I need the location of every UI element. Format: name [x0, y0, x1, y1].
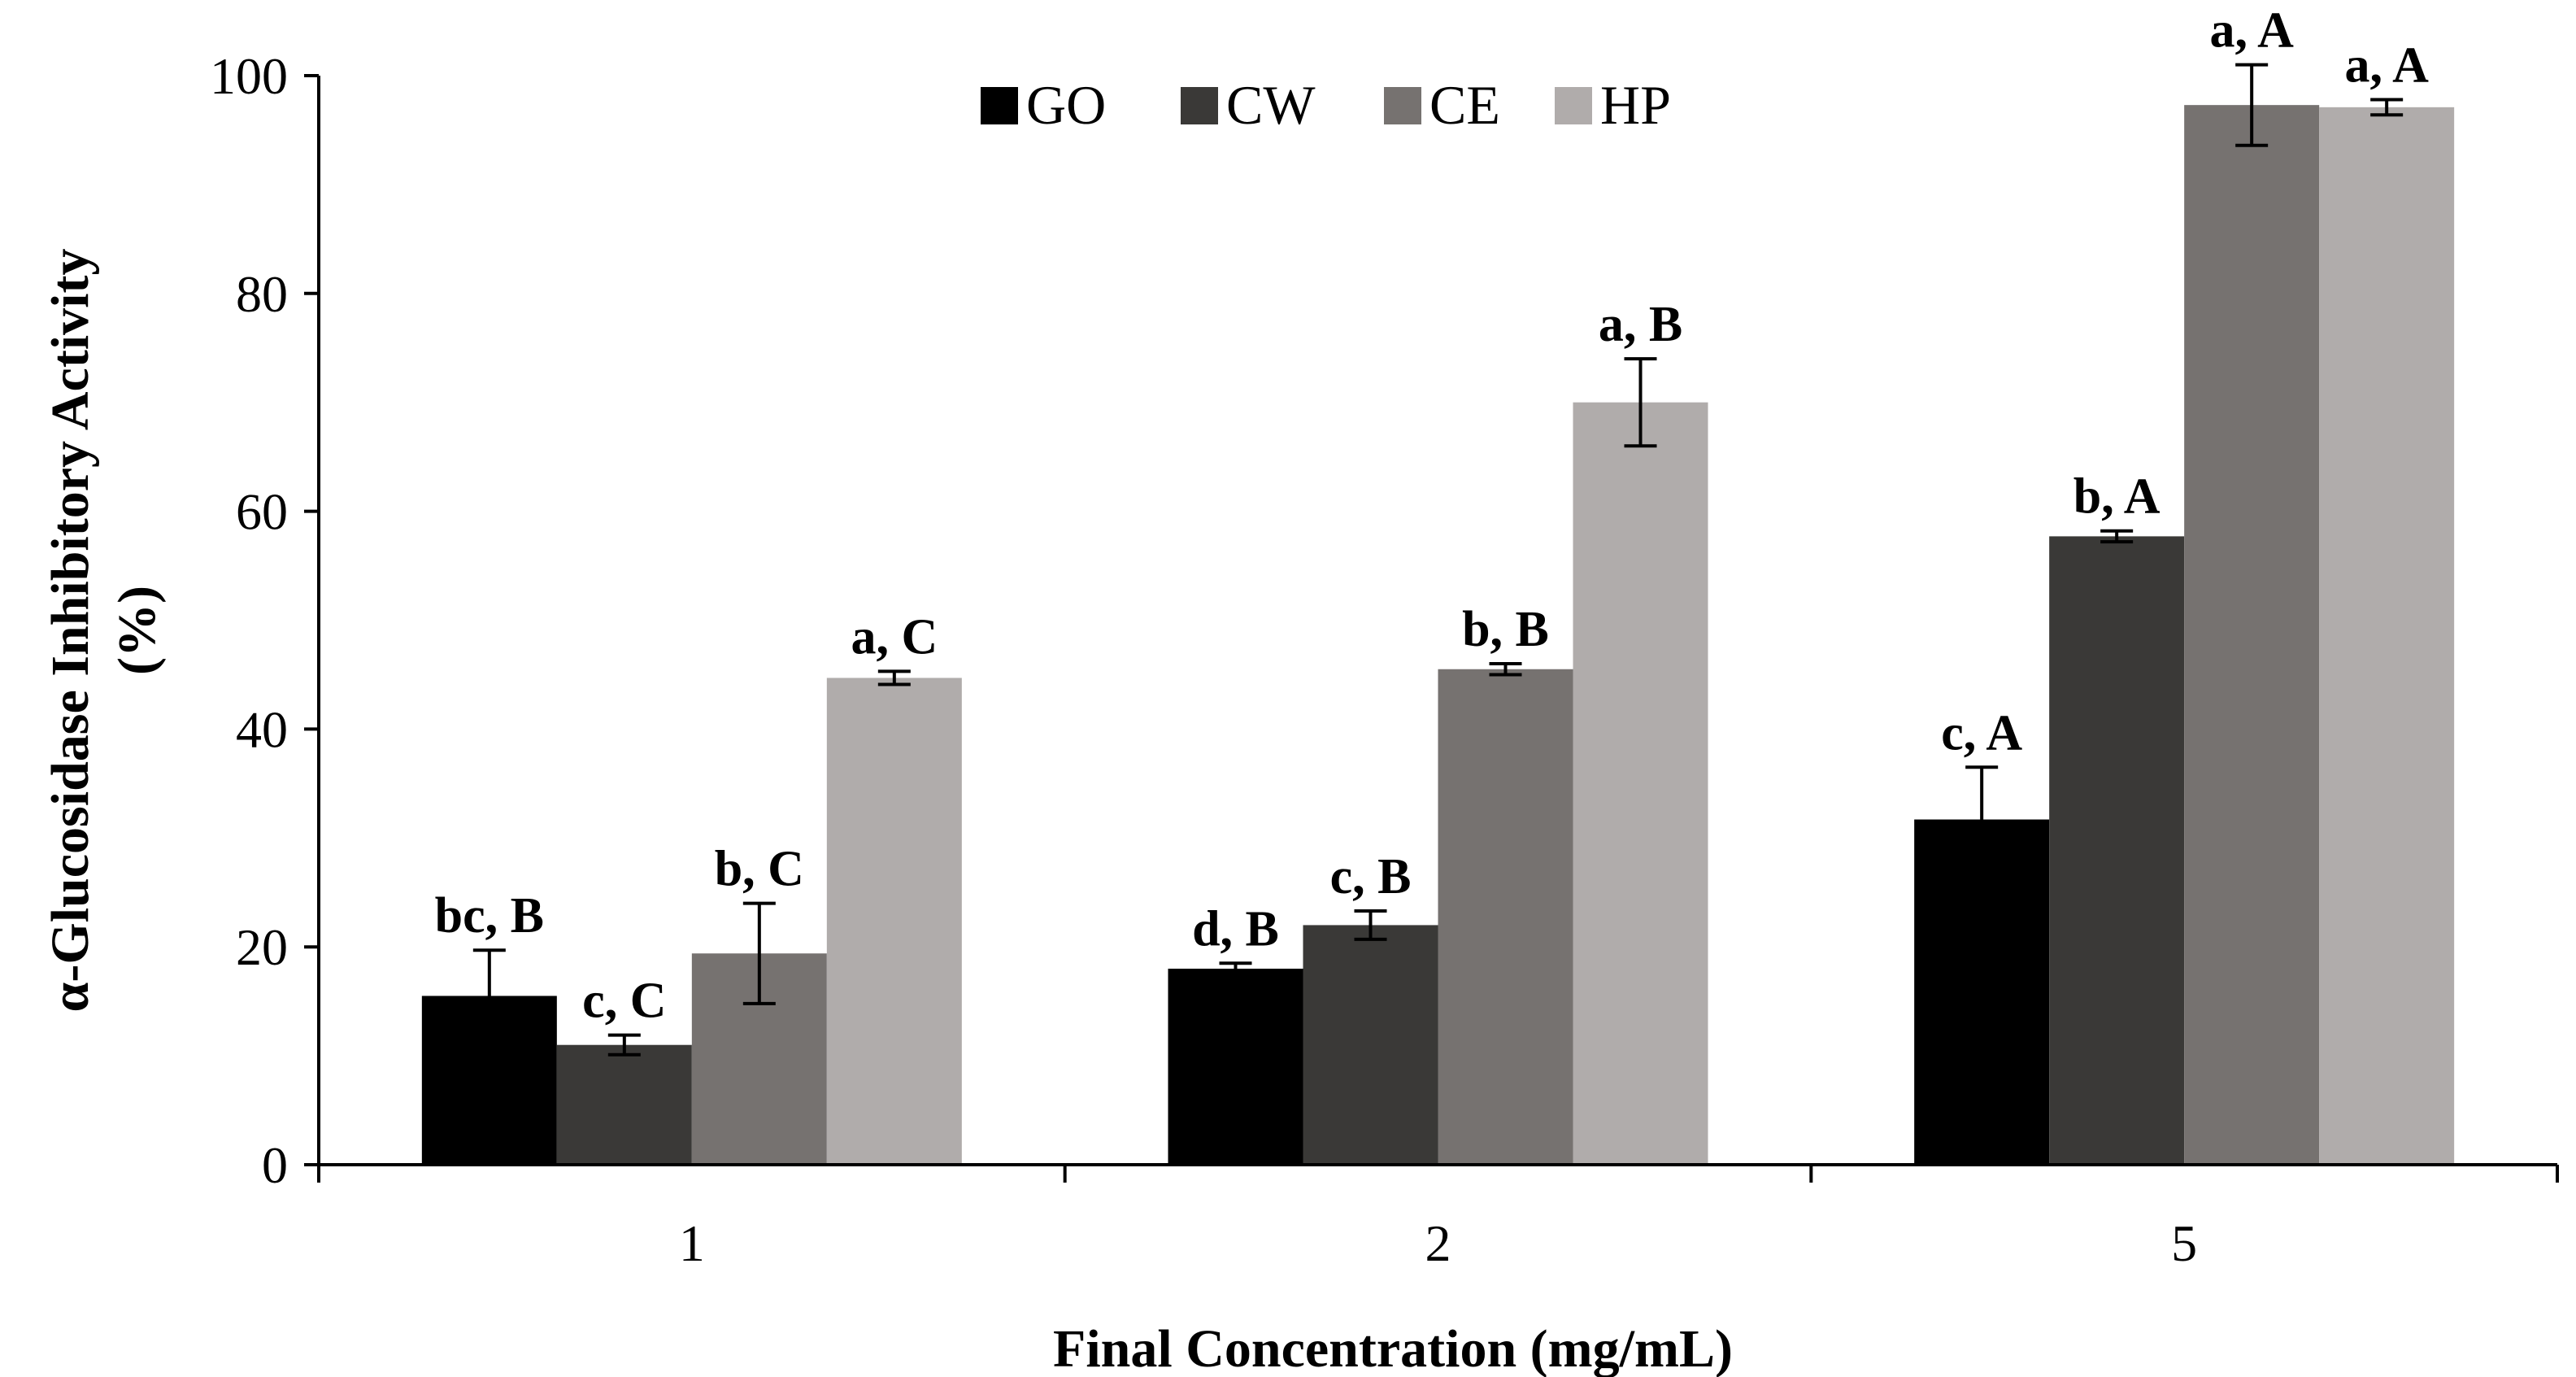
data-label-CE-2: b, B: [1462, 602, 1549, 657]
error-bar-CW-5: [2100, 529, 2134, 544]
bar-HP-1: [826, 678, 962, 1165]
bar-CW-5: [2049, 536, 2185, 1165]
error-bar-GO-1: [472, 948, 506, 1044]
error-bar-HP-5: [2370, 98, 2404, 117]
y-axis-title-line1: α-Glucosidase Inhibitory Activity: [41, 249, 100, 1013]
legend-label: CW: [1226, 74, 1316, 136]
data-label-CE-5: a, A: [2209, 3, 2294, 59]
legend: GO CW CE HP: [981, 74, 1671, 136]
x-axis-title: Final Concentration (mg/mL): [1053, 1319, 1733, 1377]
y-tick-label: 100: [210, 47, 288, 105]
bar-HP-2: [1573, 402, 1708, 1165]
error-bar-CW-1: [607, 1033, 641, 1057]
y-tick-label: 0: [262, 1136, 288, 1194]
data-label-GO-5: c, A: [1941, 705, 2022, 760]
error-bar-HP-2: [1624, 357, 1657, 448]
legend-item-GO: GO: [981, 74, 1106, 136]
legend-swatch: [1181, 87, 1218, 124]
y-tick-label: 40: [236, 700, 288, 758]
data-label-HP-2: a, B: [1599, 297, 1682, 352]
bar-GO-2: [1168, 968, 1303, 1165]
error-bar-HP-1: [877, 669, 911, 686]
bars-layer: [421, 105, 2455, 1166]
bar-CW-2: [1303, 925, 1438, 1165]
error-bar-CE-1: [742, 901, 776, 1005]
bar-CE-5: [2184, 105, 2320, 1166]
error-bars-layer: [472, 63, 2404, 1057]
legend-item-HP: HP: [1555, 74, 1671, 136]
y-tick-label: 60: [236, 483, 288, 541]
data-label-GO-2: d, B: [1192, 901, 1279, 956]
error-bar-GO-5: [1965, 765, 1999, 874]
data-label-CW-1: c, C: [582, 974, 666, 1029]
error-bar-CE-5: [2235, 63, 2269, 147]
bar-CW-1: [556, 1044, 692, 1165]
data-label-CE-1: b, C: [715, 842, 804, 897]
data-label-GO-1: bc, B: [435, 888, 544, 943]
axes-layer: 0 20 40 60 80 100 1 2 5: [210, 47, 2559, 1272]
legend-label: HP: [1600, 74, 1671, 136]
x-tick-label: 5: [2171, 1214, 2197, 1272]
legend-swatch: [1384, 87, 1421, 124]
data-label-CW-2: c, B: [1330, 849, 1412, 904]
y-tick-label: 20: [236, 918, 288, 976]
bar-GO-5: [1914, 819, 2050, 1165]
error-bar-CW-2: [1354, 909, 1387, 941]
x-tick-label: 2: [1425, 1214, 1451, 1272]
error-bar-CE-2: [1489, 662, 1522, 677]
data-labels-layer: bc, B d, B c, A c, C c, B b, A b, C b, B a, A a, …: [435, 3, 2429, 1029]
y-tick-label: 80: [236, 265, 288, 323]
y-axis-title-line2: (%): [107, 586, 167, 675]
data-label-HP-5: a, A: [2344, 37, 2429, 93]
legend-label: GO: [1026, 74, 1106, 136]
x-tick-label: 1: [679, 1214, 705, 1272]
legend-swatch: [981, 87, 1018, 124]
error-bar-GO-2: [1219, 961, 1252, 976]
legend-label: CE: [1429, 74, 1500, 136]
bar-CE-2: [1438, 669, 1573, 1165]
data-label-CW-5: b, A: [2073, 469, 2160, 525]
legend-swatch: [1555, 87, 1592, 124]
data-label-HP-1: a, C: [851, 609, 938, 665]
bar-HP-5: [2319, 107, 2455, 1165]
legend-item-CE: CE: [1384, 74, 1500, 136]
legend-item-CW: CW: [1181, 74, 1316, 136]
